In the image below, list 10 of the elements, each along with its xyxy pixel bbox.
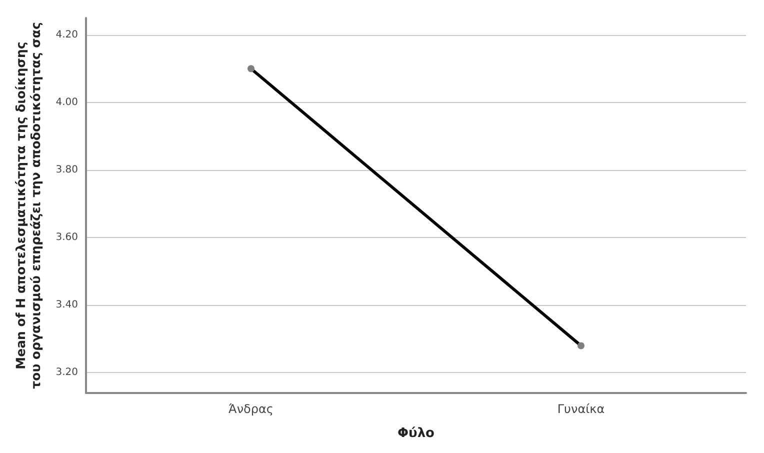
y-axis-title: Mean of Η αποτελεσματικότητα της διοίκησης του οργανισμού επηρεάζει την αποδοτικότητας σας	[13, 22, 43, 389]
y-tick-label: 3.20	[56, 367, 78, 378]
y-tick-label: 3.60	[56, 232, 78, 244]
x-axis-title: Φύλο	[398, 426, 435, 441]
y-tick-label: 3.80	[56, 164, 78, 176]
y-tick-label: 3.40	[56, 300, 78, 311]
y-tick-label: 4.00	[56, 96, 78, 108]
x-tick-label: Άνδρας	[228, 402, 274, 416]
x-tick-label: Γυναίκα	[557, 402, 605, 416]
y-tick-label: 4.20	[56, 29, 78, 40]
